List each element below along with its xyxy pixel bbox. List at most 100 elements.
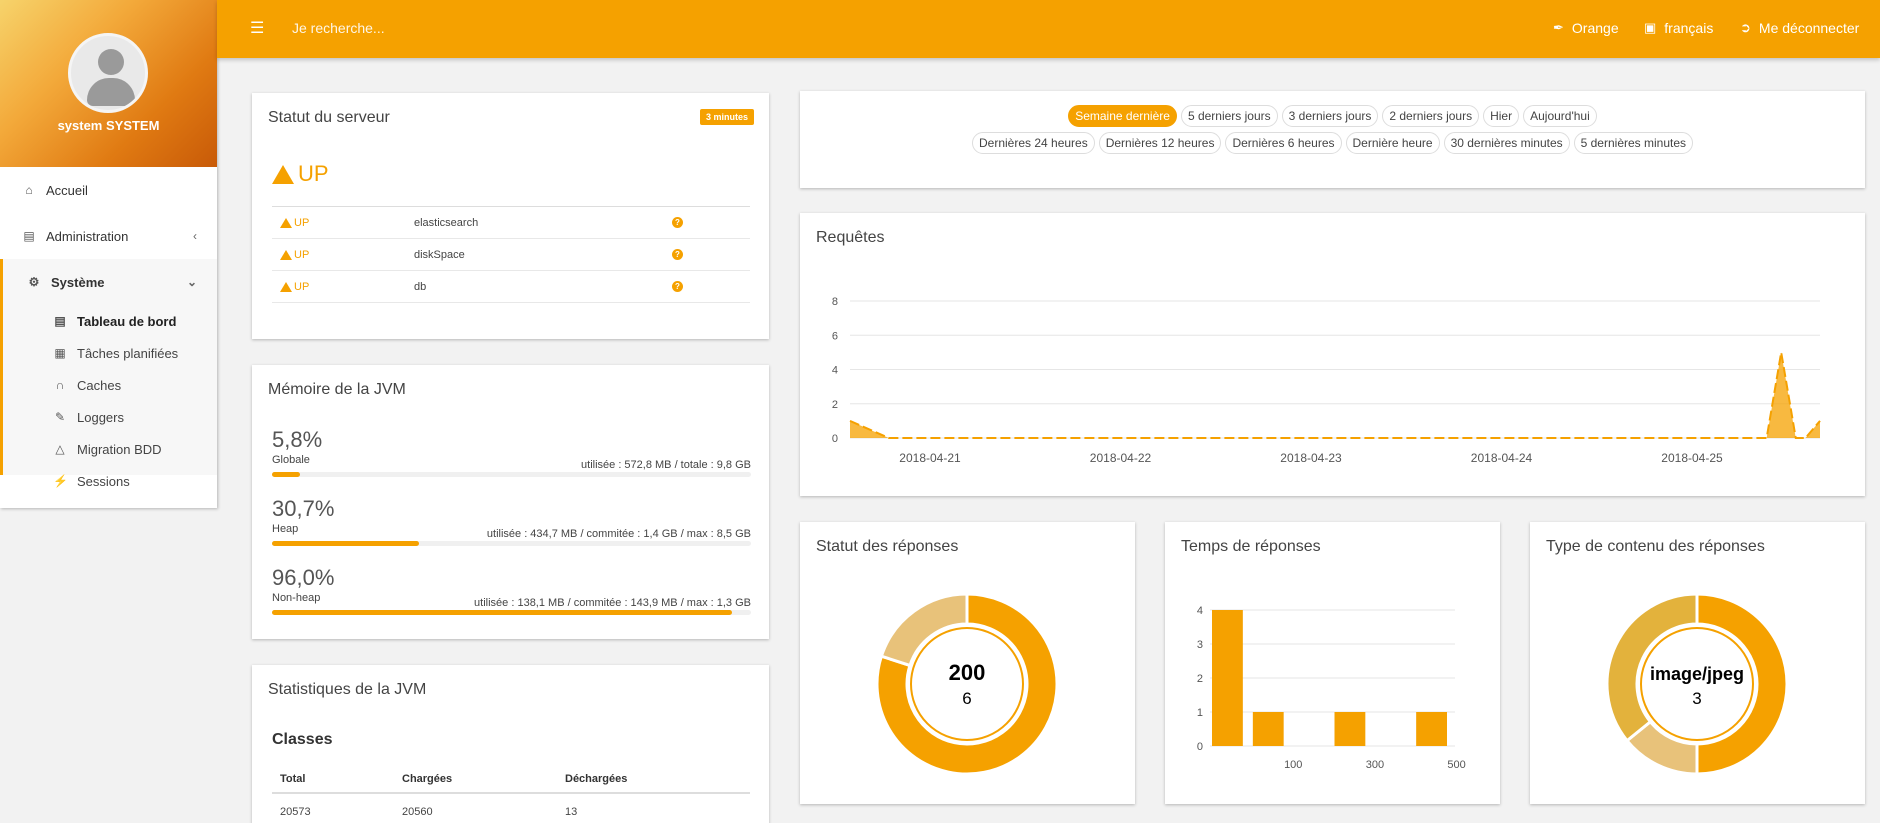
- user-panel: system SYSTEM: [0, 0, 217, 167]
- y-tick-label: 2: [832, 399, 838, 411]
- line-series: [849, 352, 1821, 439]
- memory-progress-bar: [272, 472, 751, 477]
- status-label: UP: [294, 280, 310, 293]
- time-filter-chip[interactable]: Dernière heure: [1345, 132, 1440, 154]
- content-type-chart: image/jpeg 3: [1605, 592, 1789, 776]
- sidebar: system SYSTEM ⌂ Accueil ▤ Administration…: [0, 0, 217, 508]
- center-value: 3: [1692, 689, 1701, 708]
- bar: [1252, 712, 1284, 746]
- time-filter-chip[interactable]: 5 dernières minutes: [1573, 132, 1694, 154]
- memory-label: Globale: [272, 454, 310, 466]
- memory-block: 30,7% Heap utilisée : 434,7 MB / commité…: [272, 496, 751, 546]
- language-button[interactable]: ▣ français: [1644, 20, 1713, 36]
- memory-progress-bar: [272, 610, 751, 615]
- card-title: Statistiques de la JVM: [268, 681, 427, 698]
- x-tick-label: 500: [1447, 759, 1465, 771]
- sidebar-item-accueil[interactable]: ⌂ Accueil: [0, 167, 217, 213]
- time-filter-chip[interactable]: Dernières 24 heures: [971, 132, 1095, 154]
- flask-icon: △: [55, 442, 65, 456]
- memory-detail: utilisée : 434,7 MB / commitée : 1,4 GB …: [486, 528, 751, 540]
- sidebar-item-label: Administration: [46, 228, 129, 244]
- pie-slice: [879, 592, 969, 668]
- sidebar-item-label: Accueil: [46, 182, 88, 198]
- table-row: UP elasticsearch ?: [272, 207, 750, 239]
- y-tick-label: 0: [1197, 741, 1203, 753]
- table-cell: 20560: [402, 806, 433, 818]
- inner-ring: [910, 627, 1024, 741]
- logout-button[interactable]: ➲ Me déconnecter: [1740, 20, 1859, 36]
- pie-slice: [875, 592, 1059, 776]
- time-filter-row: Semaine dernière 5 derniers jours 3 dernie…: [800, 105, 1865, 127]
- card-title: Temps de réponses: [1181, 538, 1321, 555]
- time-filter-chip[interactable]: 30 dernières minutes: [1443, 132, 1570, 154]
- language-label: français: [1664, 20, 1714, 36]
- memory-detail: utilisée : 138,1 MB / commitée : 143,9 M…: [474, 597, 751, 609]
- x-tick-label: 300: [1366, 759, 1384, 771]
- sidebar-item-label: Caches: [77, 377, 122, 393]
- warning-triangle-icon: [280, 281, 292, 292]
- y-tick-label: 4: [832, 365, 838, 377]
- memory-percent: 30,7%: [272, 496, 335, 521]
- time-filter-chip[interactable]: Hier: [1483, 105, 1520, 127]
- sidebar-item-label: Sessions: [77, 473, 130, 489]
- time-filter-chip[interactable]: 5 derniers jours: [1180, 105, 1278, 127]
- theme-label: Orange: [1571, 20, 1619, 36]
- avatar[interactable]: [68, 33, 148, 113]
- question-icon[interactable]: ?: [672, 249, 683, 260]
- sidebar-item-tableau-de-bord[interactable]: ▤ Tableau de bord: [3, 305, 217, 337]
- memory-progress-fill: [272, 610, 732, 615]
- memory-block: 96,0% Non-heap utilisée : 138,1 MB / com…: [272, 565, 751, 615]
- time-filter-chip[interactable]: 3 derniers jours: [1281, 105, 1379, 127]
- x-tick-label: 100: [1284, 759, 1302, 771]
- sidebar-item-taches-planifiees[interactable]: ▦ Tâches planifiées: [3, 337, 217, 369]
- table-row: UP db ?: [272, 271, 750, 303]
- question-icon[interactable]: ?: [672, 281, 683, 292]
- bar-chart-icon: ▤: [54, 314, 66, 328]
- sidebar-item-migration-bdd[interactable]: △ Migration BDD: [3, 433, 217, 465]
- y-tick-label: 2: [1197, 673, 1203, 685]
- memory-progress-fill: [272, 472, 300, 477]
- x-tick-label: 2018-04-23: [1280, 451, 1342, 465]
- server-status-card: Statut du serveur 3 minutes UP UP elasti…: [252, 93, 769, 339]
- y-tick-label: 6: [832, 330, 838, 342]
- sidebar-item-loggers[interactable]: ✎ Loggers: [3, 401, 217, 433]
- search-input[interactable]: Je recherche...: [292, 20, 385, 36]
- plug-icon: ⚡: [53, 474, 68, 488]
- overall-status: UP: [272, 161, 329, 187]
- sidebar-item-administration[interactable]: ▤ Administration ‹: [0, 213, 217, 259]
- sidebar-item-label: Migration BDD: [77, 441, 162, 457]
- sidebar-item-label: Tableau de bord: [77, 313, 177, 329]
- brush-icon: ✒: [1553, 20, 1564, 35]
- time-filter-chip[interactable]: Dernières 12 heures: [1098, 132, 1222, 154]
- status-badge: UP: [280, 217, 309, 229]
- response-time-chart: 0 1 2 3 4 100 300 500: [1197, 605, 1466, 771]
- classes-heading: Classes: [272, 731, 333, 748]
- cogs-icon: ⚙: [28, 275, 40, 289]
- time-filter-chip[interactable]: Semaine dernière: [1068, 105, 1177, 127]
- overall-status-label: UP: [298, 161, 329, 186]
- chevron-down-icon: ⌄: [186, 275, 197, 289]
- time-filter-chip[interactable]: 2 derniers jours: [1382, 105, 1480, 127]
- table-cell: 13: [565, 806, 578, 818]
- calendar-icon: ▦: [54, 346, 66, 360]
- y-tick-label: 8: [832, 296, 838, 308]
- table-divider: [272, 792, 750, 794]
- time-filter-chip[interactable]: Dernières 6 heures: [1225, 132, 1342, 154]
- center-label: image/jpeg: [1650, 664, 1744, 684]
- theme-button[interactable]: ✒ Orange: [1553, 20, 1619, 36]
- sidebar-item-sessions[interactable]: ⚡ Sessions: [3, 465, 217, 497]
- memory-progress-bar: [272, 541, 751, 546]
- hamburger-menu-icon[interactable]: ☰: [250, 20, 265, 37]
- status-label: UP: [294, 216, 310, 229]
- time-filter-chip[interactable]: Aujourd'hui: [1523, 105, 1597, 127]
- y-tick-label: 0: [832, 433, 838, 445]
- logout-label: Me déconnecter: [1758, 20, 1860, 36]
- chevron-left-icon: ‹: [193, 229, 197, 243]
- jvm-memory-card: Mémoire de la JVM 5,8% Globale utilisée …: [252, 365, 769, 639]
- inner-ring: [1640, 627, 1754, 741]
- sidebar-item-caches[interactable]: ∩ Caches: [3, 369, 217, 401]
- question-icon[interactable]: ?: [672, 217, 683, 228]
- sidebar-item-systeme[interactable]: ⚙ Système ⌄: [0, 259, 217, 305]
- refresh-badge: 3 minutes: [699, 109, 754, 125]
